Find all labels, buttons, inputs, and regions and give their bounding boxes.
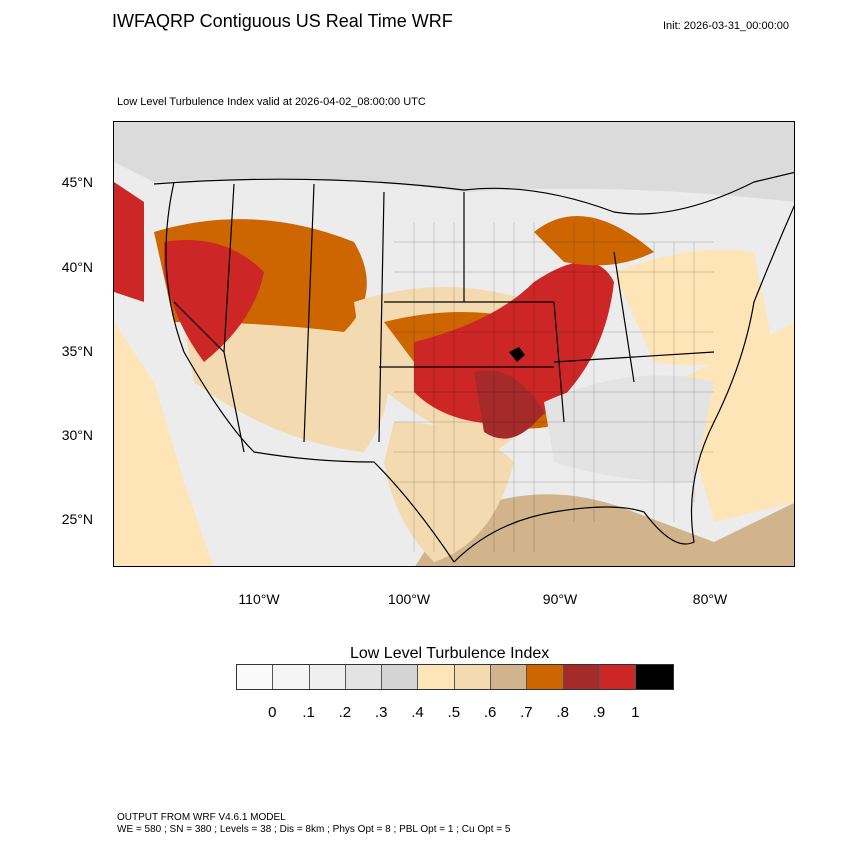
colorbar-swatch <box>345 665 383 689</box>
colorbar-tick-label: .1 <box>302 704 315 721</box>
colorbar-swatch <box>491 665 528 689</box>
colorbar-swatch <box>418 665 455 689</box>
illinois-black <box>509 347 525 362</box>
state-borders <box>153 171 794 563</box>
pacific-field <box>114 322 214 566</box>
colorbar-swatch <box>599 665 637 689</box>
colorbar-tick-label: .9 <box>592 704 606 721</box>
lon-tick-label: 100°W <box>387 591 431 607</box>
texas-tan <box>384 422 514 562</box>
plot-title: IWFAQRP Contiguous US Real Time WRF <box>112 11 453 31</box>
lat-tick-label: 30°N <box>61 427 93 443</box>
colorbar-swatch <box>454 665 492 689</box>
init-time: Init: 2026-03-31_00:00:00 <box>663 20 789 32</box>
southeast-grey <box>544 375 714 482</box>
pacific-coast-red <box>114 182 144 302</box>
lon-tick-label: 110°W <box>238 591 280 607</box>
colorbar-swatch <box>563 665 600 689</box>
red-mississippi <box>474 370 544 439</box>
colorbar-swatch <box>382 665 419 689</box>
colorbar-tick-label: .6 <box>483 704 497 721</box>
chart-subtitle: Low Level Turbulence Index valid at 2026… <box>117 96 426 108</box>
footer-config: WE = 580 ; SN = 380 ; Levels = 38 ; Dis … <box>117 824 511 835</box>
colorbar-tick-label: .5 <box>447 704 461 721</box>
colorbar-tick-label: .8 <box>556 704 569 721</box>
canada-grey <box>114 122 794 202</box>
lon-tick-label: 80°W <box>692 591 728 607</box>
colorbar <box>236 664 674 690</box>
lat-tick-label: 40°N <box>61 259 93 275</box>
county-grid <box>394 222 714 552</box>
lon-tick-label: 90°W <box>542 591 578 607</box>
gulf-field <box>415 494 794 566</box>
colorbar-swatch <box>273 665 310 689</box>
atlantic-field <box>674 322 794 522</box>
colorbar-title: Low Level Turbulence Index <box>350 645 550 662</box>
colorbar-tick-label: .7 <box>520 704 533 721</box>
colorbar-swatch <box>309 665 346 689</box>
colorbar-swatch <box>237 665 274 689</box>
colorbar-tick-label: 1 <box>631 704 640 721</box>
lat-tick-label: 25°N <box>61 511 93 527</box>
colorbar-tick-label: .4 <box>411 704 424 721</box>
lat-tick-label: 45°N <box>61 174 93 190</box>
colorbar-tick-label: 0 <box>268 704 277 721</box>
colorbar-tick-label: .3 <box>374 704 388 721</box>
colorbar-tick-label: .2 <box>338 704 352 721</box>
red-great-basin <box>164 240 264 362</box>
colorbar-swatch <box>636 665 673 689</box>
turbulence-map <box>113 121 795 567</box>
colorbar-swatch <box>527 665 564 689</box>
lat-tick-label: 35°N <box>61 343 93 359</box>
footer-model: OUTPUT FROM WRF V4.6.1 MODEL <box>117 812 286 823</box>
